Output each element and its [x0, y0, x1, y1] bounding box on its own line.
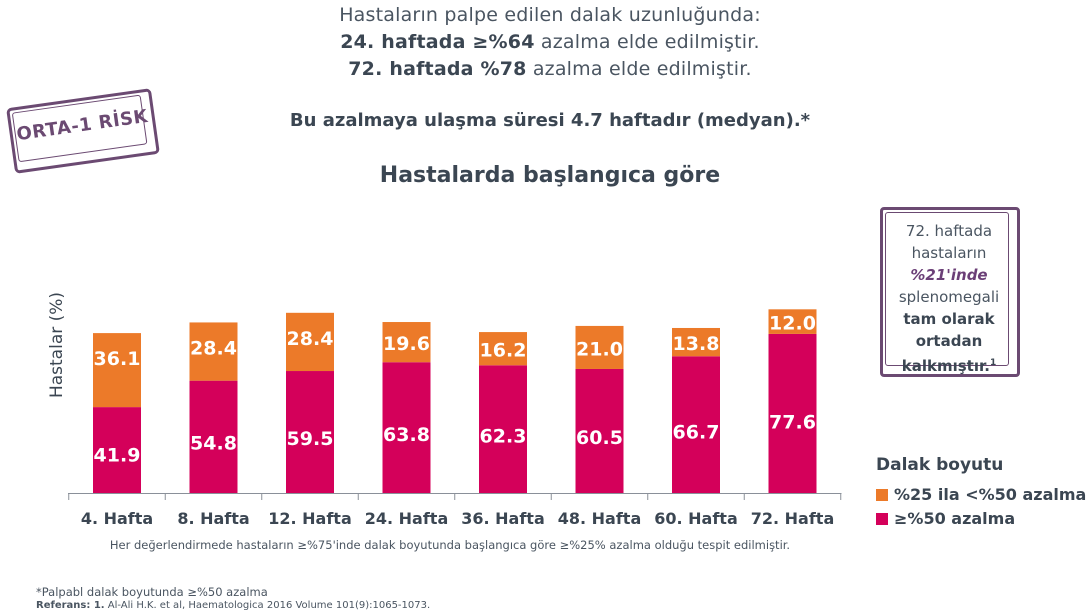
x-tick-labels-group: 4. Hafta 8. Hafta 12. Hafta 24. Hafta 36. Ha… — [81, 509, 834, 528]
note-line-4: splenomegali — [898, 288, 1000, 306]
bar-orange-2 — [189, 322, 238, 381]
legend: Dalak boyutu %25 ila <%50 azalma ≥%50 az… — [876, 455, 1086, 533]
header-line-1: Hastaların palpe edilen dalak uzunluğund… — [339, 4, 761, 26]
note-line-5: tam olarak — [903, 310, 995, 328]
footnote-reference: Referans: 1. Al-Ali H.K. et al, Haematol… — [36, 600, 430, 611]
bar-magenta-3 — [286, 371, 334, 493]
value-label-orange-8: 12.0 — [769, 313, 816, 335]
bar-orange-8 — [768, 309, 817, 334]
note-line-7-text: kalkmıştır. — [901, 357, 990, 375]
value-label-magenta-7: 66.7 — [673, 421, 720, 443]
bar-magenta-7 — [672, 356, 720, 493]
legend-item-orange: %25 ila <%50 azalma — [876, 485, 1086, 504]
bars-group — [93, 309, 817, 493]
header-line-3-rest: azalma elde edilmiştir. — [526, 58, 752, 80]
legend-item-magenta: ≥%50 azalma — [876, 509, 1086, 528]
value-label-orange-2: 28.4 — [190, 337, 237, 359]
bar-magenta-5 — [479, 365, 527, 493]
legend-label-magenta: ≥%50 azalma — [894, 509, 1016, 528]
summary-text: Bu azalmaya ulaşma süresi 4.7 haftadır (… — [289, 110, 811, 131]
value-label-magenta-5: 62.3 — [480, 426, 527, 448]
risk-stamp: ORTA-1 RİSK — [6, 88, 160, 174]
x-tick-label-2: 8. Hafta — [177, 509, 249, 528]
x-tick-label-3: 12. Hafta — [268, 509, 352, 528]
value-label-orange-5: 16.2 — [480, 340, 527, 362]
note-line-3: %21'inde — [910, 266, 988, 284]
value-label-magenta-6: 60.5 — [576, 427, 623, 449]
bar-magenta-2 — [189, 380, 238, 493]
header-line-2: 24. haftada ≥%64 azalma elde edilmiştir. — [0, 29, 1087, 55]
note-line-7: kalkmıştır.1 — [886, 352, 1012, 377]
header-line-3: 72. haftada %78 azalma elde edilmiştir. — [0, 56, 1087, 82]
bar-orange-5 — [479, 332, 527, 366]
header-line-2-bold: 24. haftada ≥%64 — [340, 31, 535, 53]
bar-orange-3 — [286, 312, 334, 372]
bar-orange-4 — [382, 322, 431, 363]
note-line-6: ortadan — [915, 332, 983, 350]
note-line-1: 72. haftada — [905, 222, 993, 240]
note-box-outer-border — [880, 207, 1020, 377]
bar-magenta-6 — [575, 368, 624, 493]
note-box-inner-border — [885, 212, 1009, 366]
footnote-asterisk: *Palpabl dalak boyutunda ≥%50 azalma — [36, 585, 268, 599]
bar-orange-6 — [575, 325, 624, 369]
note-line-2: hastaların — [911, 244, 987, 262]
legend-title: Dalak boyutu — [876, 455, 1004, 475]
stacked-bar-chart: 41.9 36.1 54.8 28.4 59.5 28.4 63.8 19.6 62.3 16.2… — [47, 292, 842, 528]
chart-title: Hastalarda başlangıca göre — [379, 163, 721, 188]
footnote-main: Her değerlendirmede hastaların ≥%75'inde… — [109, 538, 791, 552]
x-tick-label-1: 4. Hafta — [81, 509, 153, 528]
bar-orange-7 — [672, 327, 720, 357]
header-line-2-rest: azalma elde edilmiştir. — [534, 31, 760, 53]
x-tick-label-8: 72. Hafta — [751, 509, 835, 528]
value-label-magenta-2: 54.8 — [190, 432, 237, 454]
x-tick-label-6: 48. Hafta — [558, 509, 642, 528]
header-line-3-bold: 72. haftada %78 — [348, 58, 527, 80]
bar-magenta-8 — [768, 333, 817, 493]
legend-swatch-orange — [876, 488, 888, 501]
x-axis — [68, 493, 842, 500]
note-box: 72. haftada hastaların %21'inde splenome… — [880, 207, 1020, 377]
bar-orange-1 — [93, 333, 141, 408]
x-tick-label-7: 60. Hafta — [654, 509, 738, 528]
x-tick-label-4: 24. Hafta — [365, 509, 449, 528]
value-label-magenta-8: 77.6 — [769, 411, 816, 433]
reference-label: Referans: 1. — [36, 600, 105, 611]
value-label-orange-4: 19.6 — [383, 333, 430, 355]
value-label-magenta-1: 41.9 — [94, 444, 141, 466]
x-tick-label-5: 36. Hafta — [461, 509, 545, 528]
note-ref-sup: 1 — [989, 358, 997, 368]
value-label-orange-1: 36.1 — [94, 348, 141, 370]
y-axis-label: Hastalar (%) — [47, 292, 67, 398]
legend-swatch-magenta — [876, 512, 888, 525]
value-label-orange-6: 21.0 — [576, 338, 623, 360]
bar-magenta-4 — [382, 362, 431, 493]
reference-text: Al-Ali H.K. et al, Haematologica 2016 Vo… — [104, 600, 431, 611]
note-box-content: 72. haftada hastaların %21'inde splenome… — [886, 220, 1012, 377]
value-label-magenta-4: 63.8 — [383, 424, 430, 446]
value-label-magenta-3: 59.5 — [287, 428, 334, 450]
value-label-orange-7: 13.8 — [673, 333, 720, 355]
bar-magenta-1 — [93, 407, 141, 493]
value-label-orange-3: 28.4 — [287, 328, 334, 350]
legend-label-orange: %25 ila <%50 azalma — [894, 485, 1087, 504]
value-labels-group: 41.9 36.1 54.8 28.4 59.5 28.4 63.8 19.6 62.3 16.2… — [94, 313, 816, 467]
